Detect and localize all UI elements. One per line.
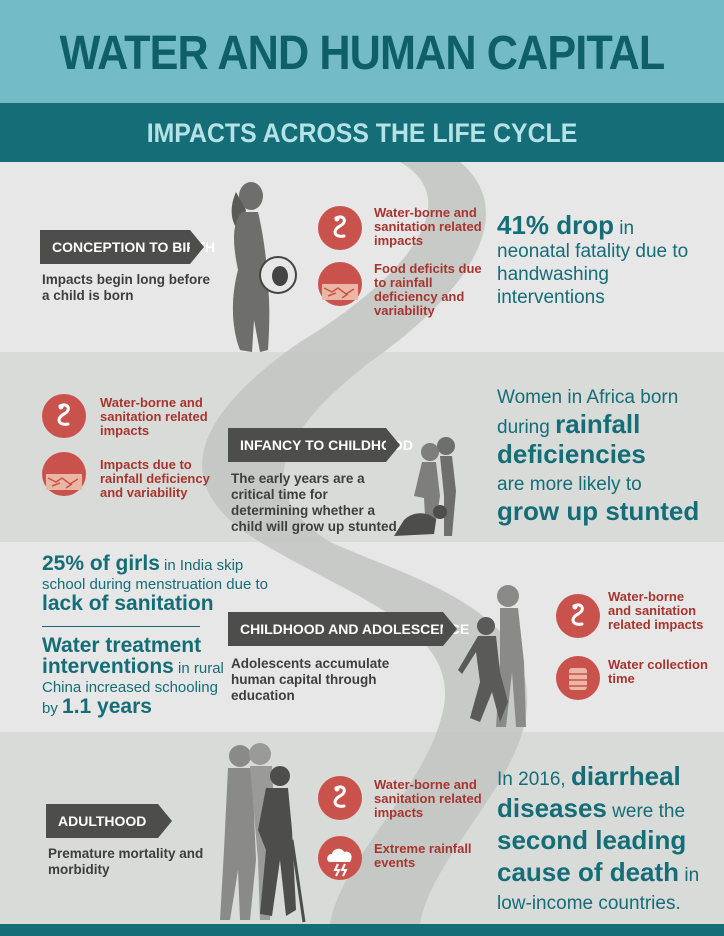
stat-highlight: cause of death: [497, 857, 680, 887]
stat-highlight: diseases: [497, 793, 607, 823]
desc-adulthood: Premature mortality and morbidity: [48, 846, 204, 877]
page-subtitle: IMPACTS ACROSS THE LIFE CYCLE: [146, 118, 578, 148]
cracked-earth-icon: [318, 262, 362, 306]
stat-text: Women in Africa born: [497, 387, 679, 408]
impact-label: Water-borne and sanitation related impac…: [100, 395, 208, 438]
stat-text: China increased schooling: [42, 679, 218, 696]
stat-text: in: [679, 865, 700, 886]
storm-cloud-icon: [318, 836, 362, 880]
desc-infancy: The early years are a critical time for …: [231, 471, 397, 534]
worm-icon: [556, 594, 600, 638]
stat-text: In 2016,: [497, 769, 571, 790]
stat-highlight: Water treatment: [42, 634, 202, 657]
stat-text: in: [614, 218, 635, 239]
stat-neonatal: 41% drop in neonatal fatality due to han…: [497, 212, 707, 309]
cracked-earth-icon: [42, 452, 86, 496]
stat-highlight: second leading: [497, 825, 687, 855]
stat-diarrheal: In 2016, diarrheal diseases were the sec…: [497, 762, 712, 918]
stat-text: are more likely to: [497, 474, 642, 495]
impact-label: Food deficits due to rainfall deficiency…: [374, 261, 482, 318]
stat-water-treatment: Water treatment interventions in rural C…: [42, 634, 282, 718]
stat-text: in India skip: [159, 557, 244, 574]
footer-strip: [0, 924, 724, 936]
impact-label: Impacts due to rainfall deficiency and v…: [100, 457, 210, 500]
page-title: WATER AND HUMAN CAPITAL: [59, 27, 666, 80]
stat-text: during: [497, 417, 556, 438]
tag-conception-to-birth: CONCEPTION TO BIRTH: [40, 230, 215, 264]
stat-girls-school: 25% of girls in India skip school during…: [42, 552, 282, 615]
worm-icon: [318, 206, 362, 250]
stat-text: were the: [606, 801, 686, 822]
adolescents-silhouette: [458, 585, 526, 727]
stat-text: in rural: [173, 660, 224, 677]
subheader: IMPACTS ACROSS THE LIFE CYCLE: [0, 103, 724, 162]
stat-highlight: 25% of girls: [42, 552, 160, 575]
impact-label: Water-borne and sanitation related impac…: [608, 589, 704, 632]
stat-highlight: interventions: [42, 655, 174, 678]
impact-label: Water-borne and sanitation related impac…: [374, 777, 482, 820]
stat-text: by: [42, 700, 63, 717]
stat-highlight: lack of sanitation: [42, 592, 214, 615]
elderly-silhouette: [220, 743, 306, 923]
stat-text: low-income countries.: [497, 893, 681, 914]
impact-label: Water collection time: [608, 657, 708, 686]
worm-icon: [318, 776, 362, 820]
children-silhouette: [394, 437, 456, 536]
life-path-road: [202, 162, 528, 924]
tag-adulthood: ADULTHOOD: [46, 804, 172, 838]
tag-childhood-and-adolescence: CHILDHOOD AND ADOLESCENCE: [228, 612, 469, 646]
water-barrel-icon: [556, 656, 600, 700]
worm-icon: [42, 394, 86, 438]
divider: [42, 626, 200, 627]
stat-highlight: 41% drop: [497, 210, 615, 240]
pregnant-woman-silhouette: [231, 182, 297, 352]
impact-label: Extreme rainfall events: [374, 841, 472, 870]
stat-highlight: rainfall: [555, 409, 641, 439]
tag-infancy-to-childhood: INFANCY TO CHILDHOOD: [228, 428, 413, 462]
stat-highlight: deficiencies: [497, 439, 646, 469]
stat-text: school during menstruation due to: [42, 576, 268, 593]
stat-stunting: Women in Africa born during rainfall def…: [497, 384, 712, 528]
desc-adolescence: Adolescents accumulate human capital thr…: [231, 656, 390, 703]
impact-label: Water-borne and sanitation related impac…: [374, 205, 482, 248]
stat-highlight: 1.1 years: [62, 695, 152, 718]
header: WATER AND HUMAN CAPITAL: [0, 0, 724, 103]
desc-conception: Impacts begin long before a child is bor…: [42, 272, 211, 303]
stat-highlight: diarrheal: [570, 761, 681, 791]
stat-text: neonatal fatality due to handwashing int…: [497, 241, 689, 308]
stat-highlight: grow up stunted: [497, 496, 700, 526]
